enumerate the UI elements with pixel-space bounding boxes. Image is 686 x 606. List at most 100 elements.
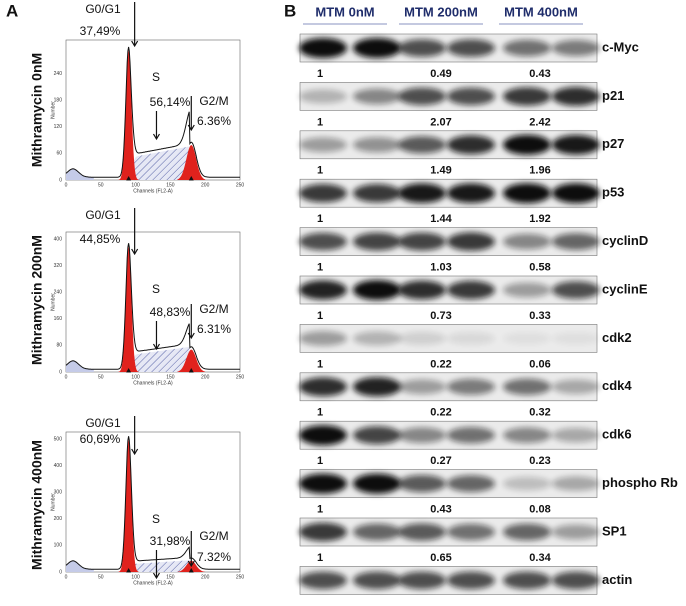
ratio: 1.92 <box>529 213 550 225</box>
x-tick-label: 250 <box>236 182 245 188</box>
phase-label: G0/G1 <box>85 208 121 222</box>
ratio: 0.23 <box>529 455 550 467</box>
x-axis-label: Channels (FL2-A) <box>133 380 173 386</box>
band <box>552 87 600 106</box>
band <box>503 39 551 57</box>
ratio: 0.32 <box>529 407 550 419</box>
band <box>552 571 600 590</box>
x-tick-label: 50 <box>98 574 104 580</box>
peak-marker <box>188 176 194 181</box>
s-phase <box>130 560 190 572</box>
x-tick-label: 50 <box>98 182 104 188</box>
band <box>299 522 347 542</box>
band <box>552 183 600 204</box>
band <box>398 280 446 300</box>
band <box>503 282 551 298</box>
blot-strip <box>299 372 600 402</box>
band <box>353 137 401 153</box>
band <box>447 39 495 57</box>
phase-label: S <box>152 70 160 84</box>
protein-label: phospho Rb <box>602 475 678 490</box>
band <box>353 377 401 397</box>
y-tick-label: 0 <box>59 369 62 375</box>
x-tick-label: 250 <box>236 374 245 380</box>
ratio: 0.22 <box>430 358 451 370</box>
ratio: 0.08 <box>529 504 550 516</box>
band <box>398 379 446 395</box>
peak-marker <box>126 568 132 573</box>
arrow-head <box>131 40 139 48</box>
x-tick-label: 150 <box>166 182 175 188</box>
y-tick-label: 200 <box>54 516 63 522</box>
x-tick-label: 250 <box>236 574 245 580</box>
ratio: 0.49 <box>430 68 451 80</box>
phase-label: S <box>152 512 160 526</box>
blot-strip <box>299 469 600 498</box>
band <box>398 183 446 203</box>
blot-strip <box>299 324 600 353</box>
y-tick-label: 120 <box>54 124 63 130</box>
protein-label: p53 <box>602 185 624 200</box>
band <box>353 232 401 251</box>
band <box>503 523 551 541</box>
debris <box>66 360 94 372</box>
ratio: 0.33 <box>529 310 550 322</box>
x-tick-label: 100 <box>131 574 140 580</box>
band <box>353 523 401 541</box>
blot-strip <box>299 227 600 256</box>
band <box>299 89 347 104</box>
x-tick-label: 200 <box>201 182 210 188</box>
ratio: 1 <box>317 504 323 516</box>
ratio: 0.43 <box>529 68 550 80</box>
ratio: 0.43 <box>430 504 451 516</box>
band <box>447 135 495 155</box>
band <box>552 40 600 56</box>
y-tick-label: 400 <box>54 463 63 469</box>
arrow-head <box>152 133 160 141</box>
lane-group-label: MTM 0nM <box>315 4 374 19</box>
phase-percent: 31,98% <box>150 534 191 548</box>
band <box>552 281 600 299</box>
band <box>447 332 495 345</box>
ratio: 2.07 <box>430 116 451 128</box>
y-tick-label: 500 <box>54 436 63 442</box>
band <box>503 233 551 250</box>
x-tick-label: 0 <box>65 374 68 380</box>
band <box>353 571 401 590</box>
ratio: 2.42 <box>529 116 550 128</box>
y-tick-label: 320 <box>54 263 63 269</box>
ratio: 1.44 <box>430 213 452 225</box>
s-phase <box>130 146 190 180</box>
peak-marker <box>126 368 132 373</box>
phase-percent: 37,49% <box>80 24 121 38</box>
x-tick-label: 100 <box>131 374 140 380</box>
blot-strip <box>299 420 600 450</box>
debris <box>66 560 94 572</box>
y-tick-label: 0 <box>59 569 62 575</box>
band <box>353 473 401 494</box>
x-tick-label: 0 <box>65 574 68 580</box>
band <box>447 378 495 395</box>
band <box>503 183 551 204</box>
band <box>503 332 551 345</box>
ratio: 1 <box>317 116 323 128</box>
peak-marker <box>188 568 194 573</box>
lane-group-label: MTM 400nM <box>504 4 578 19</box>
arrow-head <box>152 343 160 351</box>
band <box>447 280 495 300</box>
y-tick-label: 0 <box>59 177 62 183</box>
x-tick-label: 200 <box>201 574 210 580</box>
band <box>503 571 551 590</box>
arrow-head <box>152 572 160 580</box>
phase-label: S <box>152 282 160 296</box>
panel-label: A <box>6 1 18 20</box>
g1-peak <box>118 246 140 372</box>
condition-label: Mithramycin 200nM <box>29 235 45 365</box>
y-tick-label: 100 <box>54 543 63 549</box>
phase-label: G2/M <box>199 529 228 543</box>
ratio: 1 <box>317 262 323 274</box>
band <box>299 377 347 397</box>
arrow-head <box>131 248 139 256</box>
band <box>299 184 347 203</box>
